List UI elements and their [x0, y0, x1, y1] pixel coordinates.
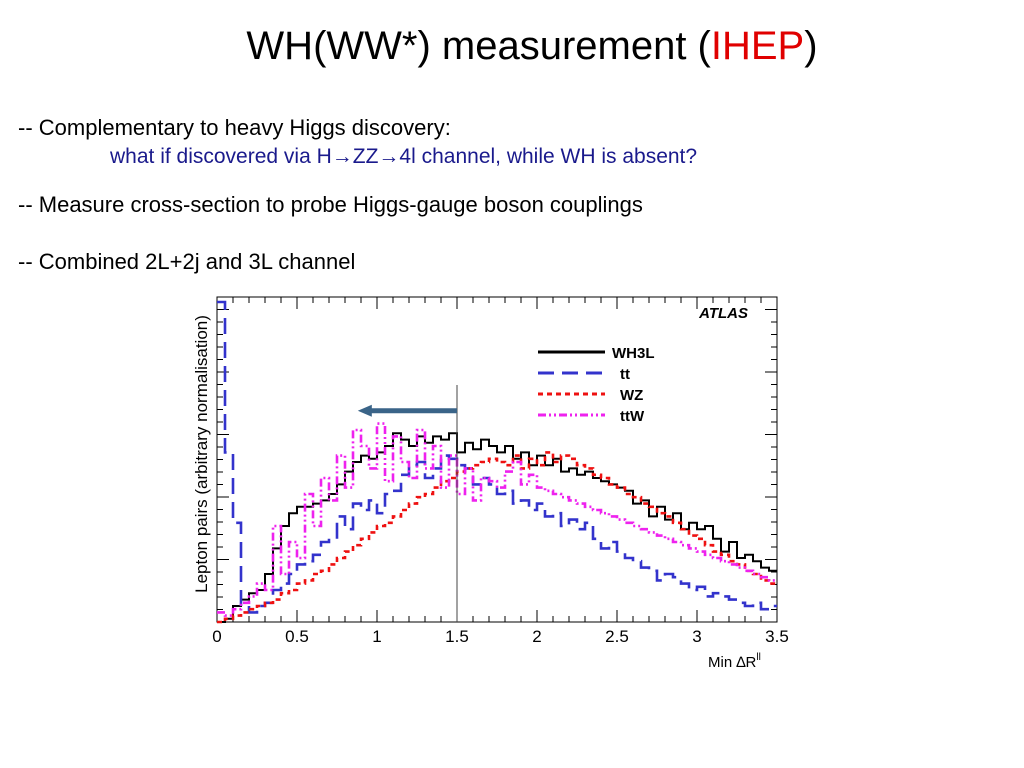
slide-title: WH(WW*) measurement (IHEP) — [0, 18, 1024, 74]
series-WZ-line — [217, 451, 777, 624]
x-tick-label: 1.5 — [445, 627, 469, 646]
x-axis-label-main: Min ∆R — [708, 654, 757, 671]
chart-series — [217, 300, 777, 624]
legend-label-ttW: ttW — [620, 408, 645, 425]
x-tick-label: 3.5 — [765, 627, 789, 646]
x-tick-label: 3 — [692, 627, 701, 646]
series-tt-line — [217, 300, 777, 614]
cut-arrow-head — [357, 404, 372, 417]
title-accent: IHEP — [710, 24, 805, 68]
x-axis-ticks: 0 0.5 1 1.5 2 2.5 3 3.5 — [212, 297, 789, 646]
x-axis-label: Min ∆Rll — [708, 652, 761, 671]
x-axis-label-sup: ll — [756, 652, 760, 663]
x-tick-label: 0 — [212, 627, 221, 646]
title-main: WH(WW*) measurement ( — [246, 24, 711, 68]
y-axis-label: Lepton pairs (arbitrary normalisation) — [192, 315, 211, 593]
legend-label-WZ: WZ — [620, 387, 643, 404]
title-end: ) — [804, 24, 818, 68]
x-tick-label: 2 — [532, 627, 541, 646]
chart-legend: WH3L tt WZ ttW — [538, 345, 655, 425]
bullet-complementary-sub: what if discovered via H→ZZ→4l channel, … — [110, 145, 698, 168]
bullet-cross-section: -- Measure cross-section to probe Higgs-… — [18, 192, 643, 217]
x-tick-label: 2.5 — [605, 627, 629, 646]
legend-label-WH3L: WH3L — [612, 345, 655, 362]
bullet-complementary: -- Complementary to heavy Higgs discover… — [18, 115, 451, 140]
chart-frame — [216, 296, 778, 623]
x-tick-label: 0.5 — [285, 627, 309, 646]
atlas-label: ATLAS — [698, 305, 748, 322]
chart-overlay — [357, 385, 458, 622]
bullet-combined-channel: -- Combined 2L+2j and 3L channel — [18, 249, 356, 274]
delta-r-histogram-chart: 0 0.5 1 1.5 2 2.5 3 3.5 WH3L tt WZ ttW ATLAS Lepto… — [192, 296, 789, 671]
legend-label-tt: tt — [620, 366, 630, 383]
x-tick-label: 1 — [372, 627, 381, 646]
